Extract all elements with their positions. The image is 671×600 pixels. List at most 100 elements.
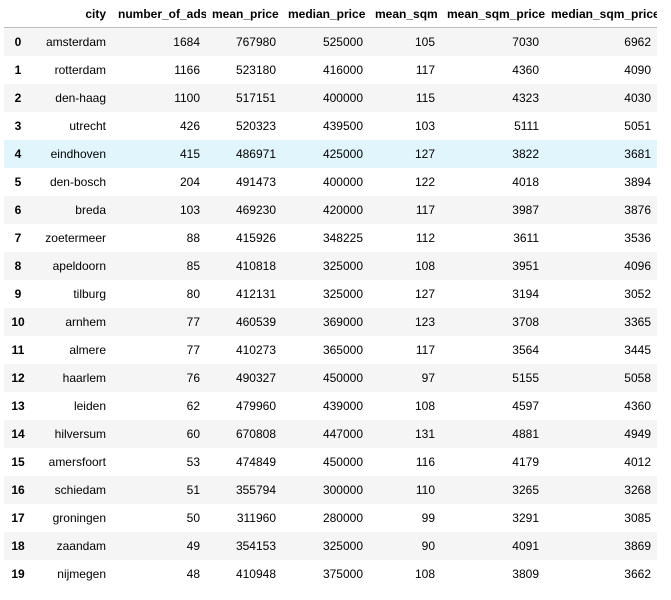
cell-median-sqm-price: 3085 — [624, 510, 651, 525]
cell-mean-sqm-price: 3265 — [512, 482, 539, 497]
cell-mean-sqm: 99 — [421, 510, 435, 525]
table-row: 2 den-haag 1100 517151 400000 115 4323 4030 — [4, 83, 657, 112]
cell-median-price: 348225 — [322, 230, 363, 245]
cell-mean-sqm: 103 — [414, 118, 435, 133]
cell-number-of-ads: 1684 — [173, 34, 200, 49]
cell-mean-sqm: 127 — [414, 146, 435, 161]
cell-median-price: 325000 — [322, 286, 363, 301]
cell-mean-price: 469230 — [235, 202, 276, 217]
cell-mean-sqm: 108 — [414, 398, 435, 413]
cell-mean-price: 460539 — [235, 314, 276, 329]
cell-mean-sqm-price: 4323 — [512, 90, 539, 105]
table-row: 15 amersfoort 53 474849 450000 116 4179 4012 — [4, 447, 657, 476]
cell-mean-price: 523180 — [235, 62, 276, 77]
cell-city: eindhoven — [50, 146, 106, 161]
cell-median-sqm-price: 6962 — [624, 34, 651, 49]
cell-mean-price: 474849 — [235, 454, 276, 469]
cell-median-sqm-price: 4096 — [624, 258, 651, 273]
table-row: 0 amsterdam 1684 767980 525000 105 7030 6962 — [4, 27, 657, 56]
cell-mean-price: 410273 — [235, 342, 276, 357]
cell-median-price: 416000 — [322, 62, 363, 77]
cell-number-of-ads: 426 — [179, 118, 200, 133]
cell-median-sqm-price: 4949 — [624, 426, 651, 441]
cell-mean-sqm-price: 3564 — [512, 342, 539, 357]
cell-city: den-bosch — [49, 174, 106, 189]
cell-mean-sqm: 108 — [414, 258, 435, 273]
row-index: 16 — [11, 482, 25, 497]
cell-number-of-ads: 77 — [186, 342, 200, 357]
cell-median-price: 439500 — [322, 118, 363, 133]
cell-median-price: 365000 — [322, 342, 363, 357]
row-index: 2 — [14, 90, 22, 105]
header-index — [4, 0, 32, 28]
cell-mean-sqm-price: 3809 — [512, 566, 539, 581]
table-header: city number_of_ads mean_price median_pri… — [4, 0, 657, 28]
cell-city: nijmegen — [57, 566, 106, 581]
header-median-sqm-price: median_sqm_price — [545, 0, 657, 28]
cell-mean-price: 354153 — [235, 538, 276, 553]
cell-city: apeldoorn — [52, 258, 106, 273]
cell-mean-sqm: 116 — [415, 454, 435, 469]
cell-city: tilburg — [73, 286, 106, 301]
cell-mean-sqm: 117 — [415, 202, 435, 217]
cell-mean-sqm: 122 — [414, 174, 435, 189]
header-median-price: median_price — [282, 0, 369, 28]
cell-mean-sqm-price: 5155 — [512, 370, 539, 385]
cell-mean-price: 490327 — [235, 370, 276, 385]
cell-median-price: 425000 — [322, 146, 363, 161]
row-index: 10 — [11, 314, 25, 329]
row-index: 12 — [11, 370, 25, 385]
cell-mean-sqm-price: 4091 — [512, 538, 539, 553]
cell-mean-sqm-price: 5111 — [514, 118, 539, 133]
cell-city: leiden — [73, 398, 106, 413]
cell-median-price: 447000 — [322, 426, 363, 441]
cell-median-sqm-price: 4012 — [624, 454, 651, 469]
cell-mean-sqm-price: 4360 — [512, 62, 539, 77]
cell-city: den-haag — [55, 90, 106, 105]
cell-number-of-ads: 48 — [186, 566, 200, 581]
row-index: 1 — [14, 62, 22, 77]
row-index: 0 — [14, 34, 22, 49]
cell-median-price: 525000 — [322, 34, 363, 49]
cell-number-of-ads: 62 — [186, 398, 200, 413]
cell-median-price: 375000 — [322, 566, 363, 581]
table-row: 3 utrecht 426 520323 439500 103 5111 5051 — [4, 111, 657, 140]
cell-mean-price: 670808 — [235, 426, 276, 441]
header-mean-sqm: mean_sqm — [369, 0, 441, 28]
cell-mean-price: 412131 — [235, 286, 276, 301]
header-mean-sqm-price: mean_sqm_price — [441, 0, 545, 28]
cell-mean-sqm: 117 — [415, 342, 435, 357]
cell-mean-price: 517151 — [235, 90, 276, 105]
cell-number-of-ads: 50 — [186, 510, 200, 525]
cell-number-of-ads: 415 — [179, 146, 200, 161]
row-index: 18 — [11, 538, 25, 553]
table-row: 1 rotterdam 1166 523180 416000 117 4360 4090 — [4, 55, 657, 84]
cell-number-of-ads: 49 — [186, 538, 200, 553]
row-index: 15 — [11, 454, 25, 469]
cell-city: zoetermeer — [45, 230, 106, 245]
cell-median-price: 280000 — [322, 510, 363, 525]
cell-city: schiedam — [54, 482, 106, 497]
cell-city: rotterdam — [54, 62, 106, 77]
cell-mean-price: 410948 — [235, 566, 276, 581]
cell-mean-price: 767980 — [235, 34, 276, 49]
row-index: 13 — [11, 398, 25, 413]
cell-city: zaandam — [56, 538, 106, 553]
cell-number-of-ads: 1100 — [174, 90, 200, 105]
cell-mean-price: 479960 — [235, 398, 276, 413]
cell-number-of-ads: 60 — [186, 426, 200, 441]
cell-mean-sqm-price: 3822 — [512, 146, 539, 161]
cell-mean-sqm-price: 3291 — [512, 510, 539, 525]
cell-median-sqm-price: 3876 — [624, 202, 651, 217]
header-mean-price: mean_price — [206, 0, 282, 28]
table-row: 18 zaandam 49 354153 325000 90 4091 3869 — [4, 531, 657, 560]
row-index: 11 — [11, 342, 25, 357]
cell-mean-sqm-price: 7030 — [512, 34, 539, 49]
cell-mean-sqm-price: 3951 — [512, 258, 539, 273]
row-index: 8 — [14, 258, 22, 273]
table-row: 7 zoetermeer 88 415926 348225 112 3611 3536 — [4, 223, 657, 252]
cell-mean-sqm-price: 4881 — [512, 426, 539, 441]
cell-number-of-ads: 77 — [186, 314, 200, 329]
cell-mean-sqm: 108 — [414, 566, 435, 581]
cell-median-sqm-price: 3052 — [624, 286, 651, 301]
